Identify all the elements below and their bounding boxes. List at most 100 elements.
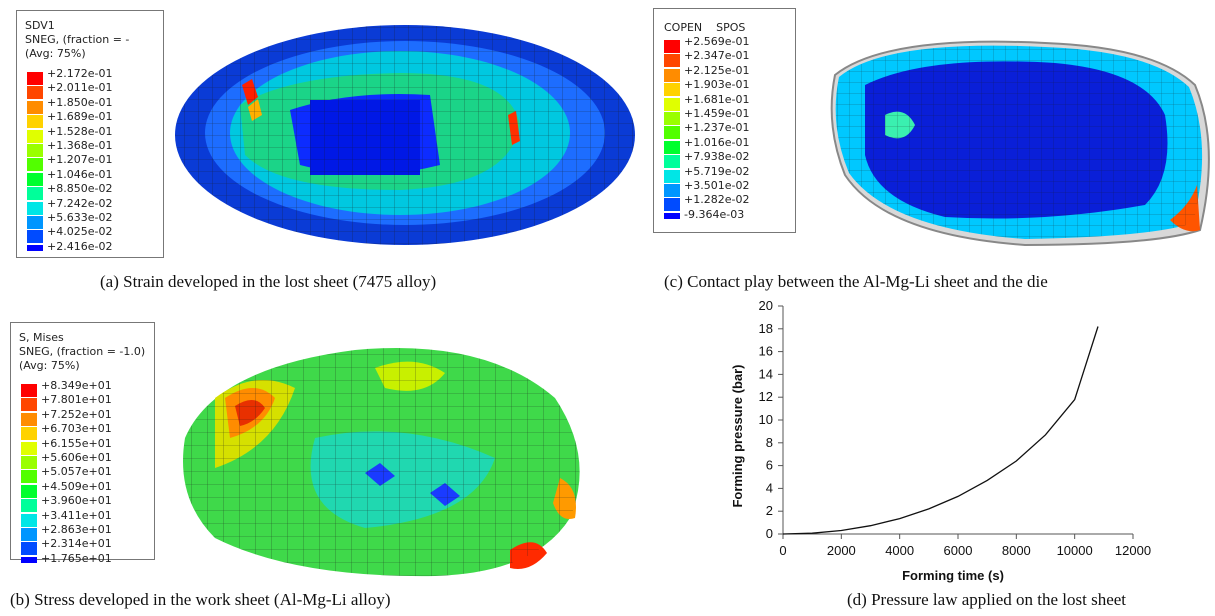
legend-a-swatch — [27, 187, 43, 201]
legend-c-swatch — [664, 97, 680, 111]
y-tick-label: 10 — [759, 412, 773, 427]
y-tick-label: 6 — [766, 458, 773, 473]
legend-a-swatch — [27, 144, 43, 157]
legend-c-swatch — [664, 212, 680, 219]
legend-c-swatch — [664, 68, 680, 82]
legend-c-value: +5.719e-02 — [684, 164, 750, 178]
legend-b-title-3: (Avg: 75%) — [19, 359, 80, 372]
x-tick-label: 6000 — [944, 543, 973, 558]
legend-a-title-2: SNEG, (fraction = - — [25, 33, 130, 46]
legend-b-swatch — [21, 556, 37, 563]
legend-c-value: +2.347e-01 — [684, 49, 750, 63]
legend-a-swatch — [27, 244, 43, 251]
legend-b-value: +7.801e+01 — [41, 393, 112, 407]
legend-c-swatch — [664, 184, 680, 197]
legend-b-swatch — [21, 441, 37, 455]
legend-b-swatch — [21, 484, 37, 498]
legend-c-swatch — [664, 198, 680, 212]
legend-a-value: +4.025e-02 — [47, 225, 113, 239]
mesh-overlay-a — [175, 25, 635, 245]
legend-b-value: +5.606e+01 — [41, 451, 112, 464]
y-tick-label: 8 — [766, 435, 773, 450]
legend-c-value: +1.282e-02 — [684, 193, 750, 207]
legend-a-swatch — [27, 129, 43, 143]
legend-b-swatch — [21, 456, 37, 469]
y-tick-label: 16 — [759, 344, 773, 359]
panel-b: S, Mises SNEG, (fraction = -1.0) (Avg: 7… — [0, 300, 600, 616]
legend-c-swatch — [664, 40, 680, 53]
legend-c-value: +1.459e-01 — [684, 107, 750, 120]
legend-a-swatch — [27, 100, 43, 114]
x-axis-label: Forming time (s) — [902, 568, 1004, 583]
x-tick-label: 10000 — [1057, 543, 1093, 558]
legend-a-value: +8.850e-02 — [47, 182, 113, 196]
x-tick-label: 12000 — [1115, 543, 1151, 558]
chart-marks — [782, 326, 1099, 535]
legend-b-value: +5.057e+01 — [41, 465, 112, 479]
legend-c-value: +1.903e-01 — [684, 78, 750, 92]
legend-a-swatch — [27, 115, 43, 129]
y-tick-label: 4 — [766, 480, 773, 495]
caption-c: (c) Contact play between the Al-Mg-Li sh… — [664, 272, 1048, 291]
panel-d: 0 2 4 6 8 10 12 14 16 18 20 0 2000 4000 6000 8000 10000 1… — [600, 296, 1215, 616]
legend-a-title-1: SDV1 — [25, 19, 55, 32]
legend-a-value: +2.172e-01 — [47, 67, 113, 80]
legend-c-swatch — [664, 169, 680, 183]
y-axis-label: Forming pressure (bar) — [730, 364, 745, 507]
x-tick-label: 4000 — [885, 543, 914, 558]
legend-c-swatch — [664, 140, 680, 154]
legend-c-title: COPEN SPOS — [664, 21, 746, 34]
mesh-plot-b — [183, 348, 580, 577]
legend-b-value: +2.863e+01 — [41, 523, 112, 536]
legend-c-value: +7.938e-02 — [684, 150, 750, 164]
legend-a-title-3: (Avg: 75%) — [25, 47, 86, 60]
legend-a: SDV1 SNEG, (fraction = - (Avg: 75%) +2.1… — [16, 10, 164, 258]
legend-a-value: +1.046e-01 — [47, 167, 113, 181]
legend-a-value: +1.689e-01 — [47, 110, 113, 124]
legend-b-swatch — [21, 470, 37, 484]
legend-c-value: +3.501e-02 — [684, 179, 750, 192]
legend-b-swatch — [21, 384, 37, 397]
legend-b-value: +7.252e+01 — [41, 407, 112, 421]
legend-a-swatch — [27, 201, 43, 215]
legend-c-swatch — [664, 126, 680, 140]
legend-c-swatch — [664, 155, 680, 169]
legend-b: S, Mises SNEG, (fraction = -1.0) (Avg: 7… — [10, 322, 155, 565]
legend-a-swatch — [27, 86, 43, 100]
legend-a-value: +1.528e-01 — [47, 124, 113, 138]
legend-b-swatch — [21, 513, 37, 527]
legend-b-value: +1.765e+01 — [41, 551, 112, 565]
legend-a-swatch — [27, 216, 43, 229]
y-tick-label: 12 — [759, 389, 773, 404]
legend-a-value: +1.850e-01 — [47, 95, 113, 109]
legend-b-value: +3.411e+01 — [41, 508, 112, 522]
legend-b-swatch — [21, 542, 37, 556]
pressure-series-line — [782, 326, 1099, 535]
pressure-chart: 0 2 4 6 8 10 12 14 16 18 20 0 2000 4000 6000 8000 10000 1… — [730, 298, 1152, 583]
mesh-overlay-c — [835, 45, 1203, 239]
legend-a-swatch — [27, 172, 43, 186]
legend-b-swatch — [21, 499, 37, 513]
legend-a-value: +5.633e-02 — [47, 211, 113, 224]
legend-b-value: +3.960e+01 — [41, 494, 112, 508]
legend-c-swatch — [664, 112, 680, 125]
caption-a: (a) Strain developed in the lost sheet (… — [100, 272, 437, 291]
legend-a-swatch — [27, 72, 43, 85]
caption-d: (d) Pressure law applied on the lost she… — [847, 590, 1127, 609]
x-tick-label: 0 — [779, 543, 786, 558]
legend-b-value: +6.155e+01 — [41, 436, 112, 450]
chart-axes: 0 2 4 6 8 10 12 14 16 18 20 0 2000 4000 6000 8000 10000 1… — [759, 298, 1152, 558]
legend-c-value: +1.681e-01 — [684, 92, 750, 106]
legend-c-value: -9.364e-03 — [684, 207, 745, 221]
y-tick-label: 18 — [759, 321, 773, 336]
mesh-overlay-b — [183, 348, 580, 577]
x-tick-label: 8000 — [1002, 543, 1031, 558]
panel-a: SDV1 SNEG, (fraction = - (Avg: 75%) +2.1… — [0, 0, 635, 300]
y-tick-label: 20 — [759, 298, 773, 313]
x-tick-label: 2000 — [827, 543, 856, 558]
legend-a-value: +1.207e-01 — [47, 153, 113, 167]
legend-b-value: +2.314e+01 — [41, 537, 112, 551]
legend-c-value: +1.237e-01 — [684, 121, 750, 135]
mesh-plot-c — [830, 40, 1210, 247]
mesh-plot-a — [175, 25, 635, 245]
